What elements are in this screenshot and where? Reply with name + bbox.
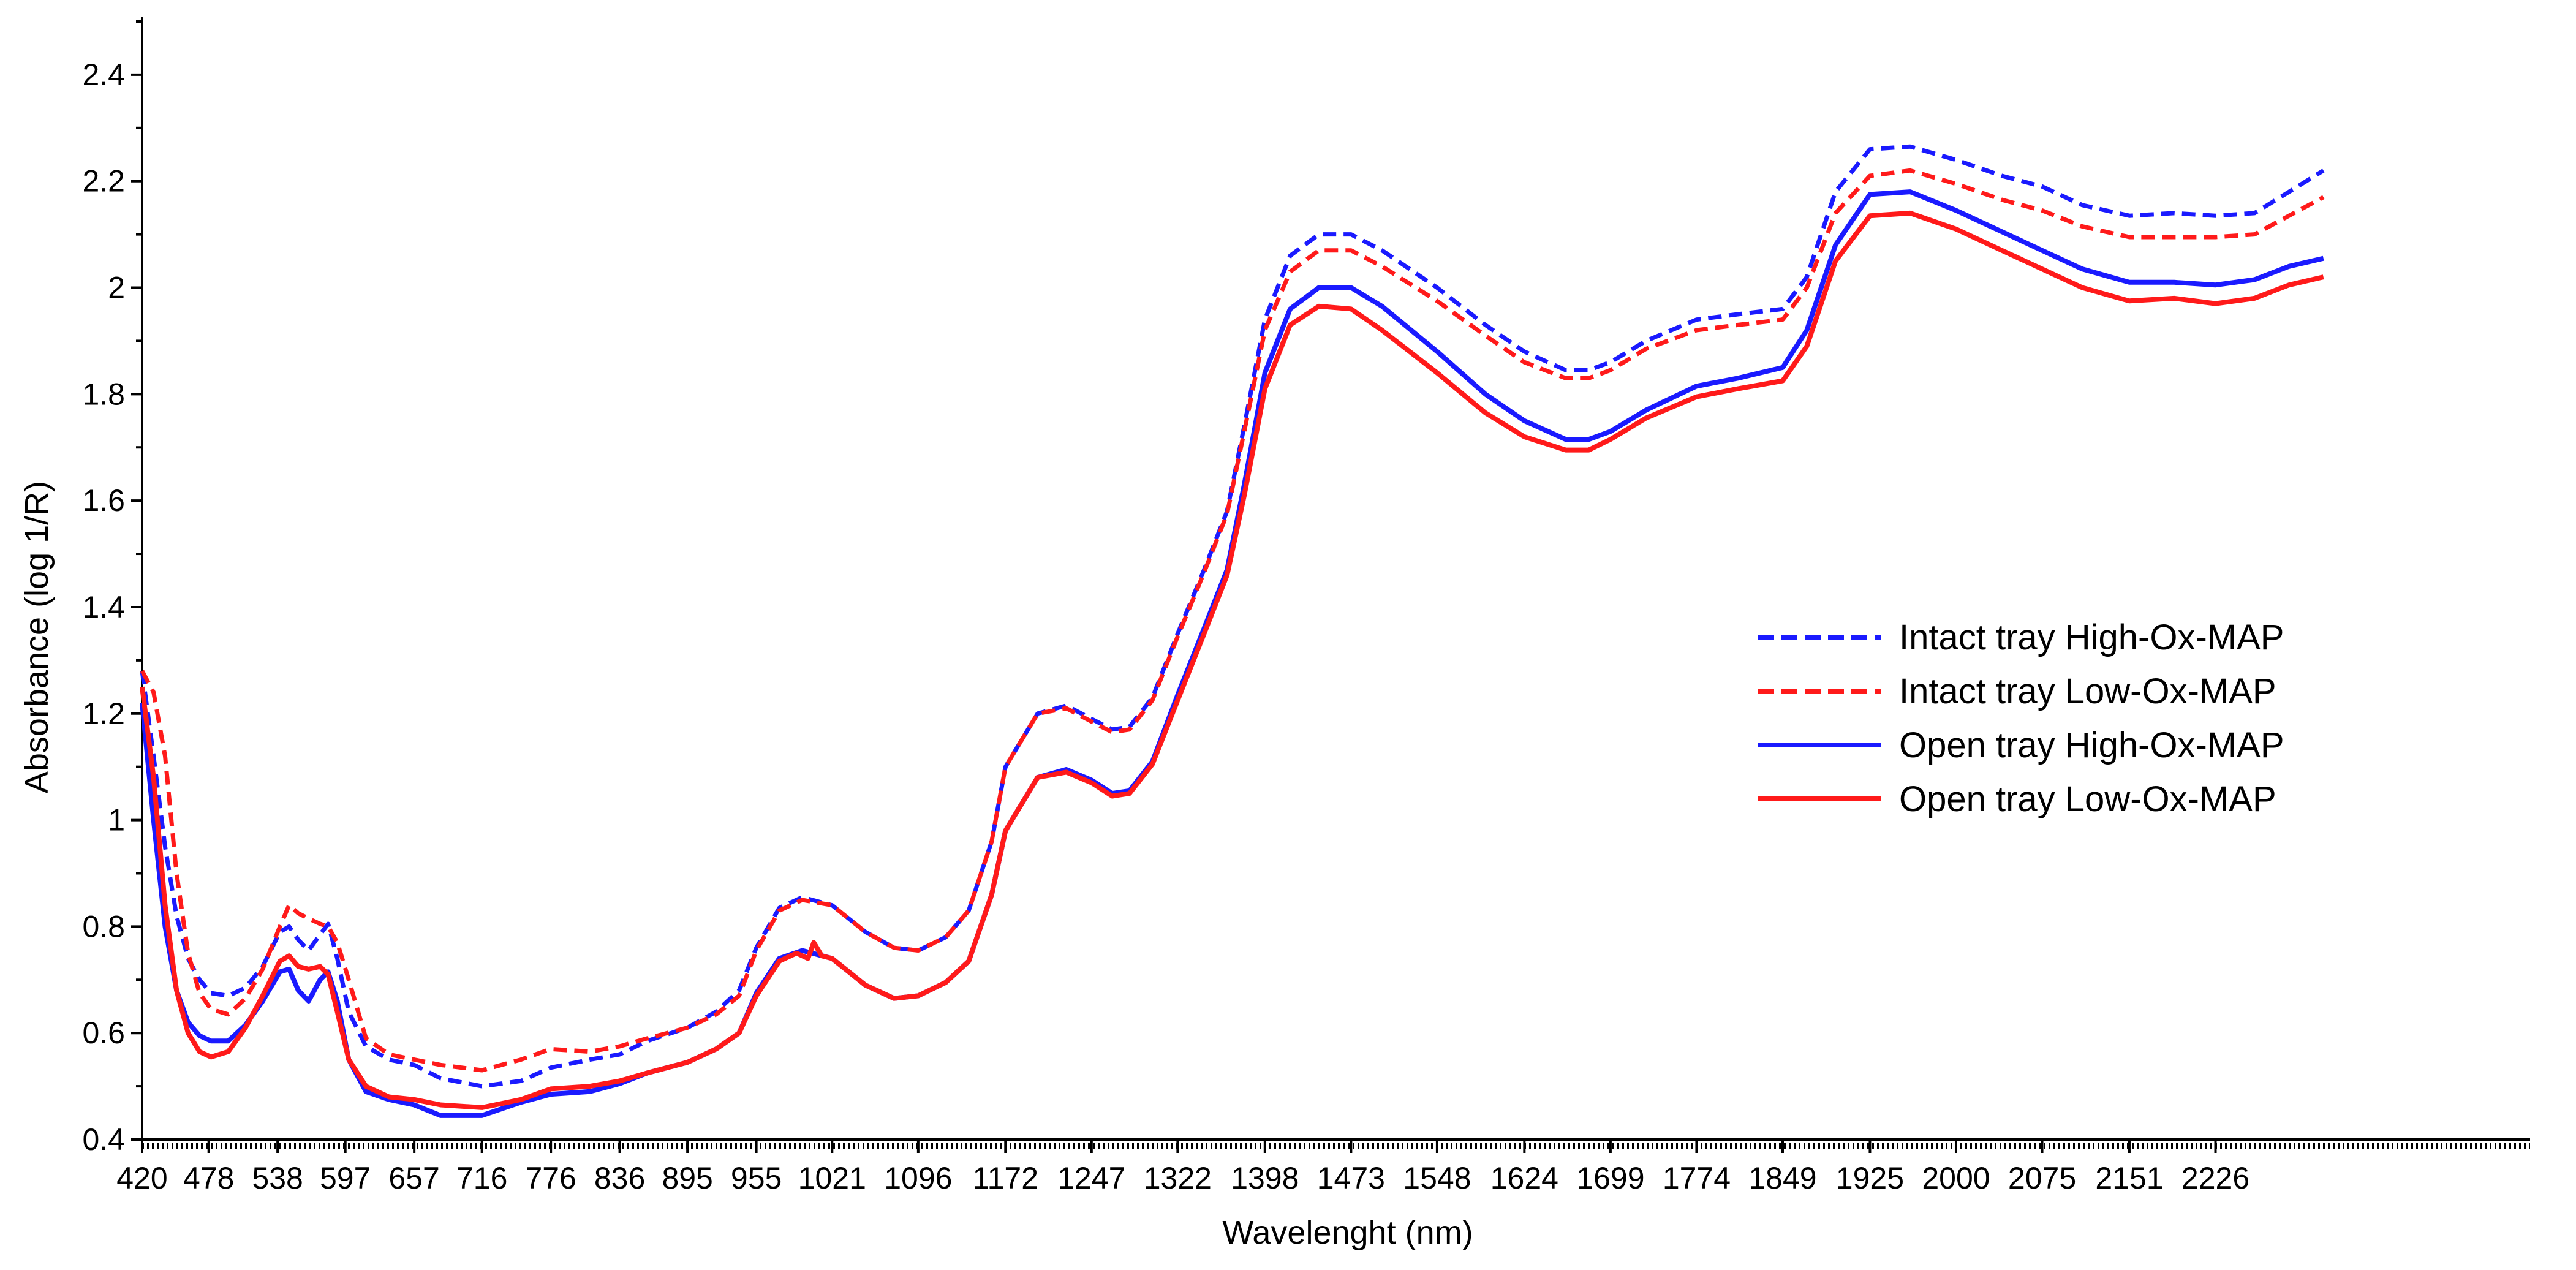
y-tick-label: 2.4 — [82, 58, 125, 92]
x-tick-label: 1096 — [884, 1161, 952, 1195]
y-tick-label: 1 — [108, 803, 125, 837]
y-tick-label: 1.8 — [82, 377, 125, 411]
x-tick-label: 657 — [388, 1161, 439, 1195]
x-tick-label: 1774 — [1663, 1161, 1731, 1195]
legend-label-2: Intact tray Low-Ox-MAP — [1899, 671, 2276, 711]
y-tick-label: 0.4 — [82, 1122, 125, 1157]
x-tick-label: 478 — [183, 1161, 234, 1195]
x-tick-label: 1322 — [1144, 1161, 1212, 1195]
x-tick-label: 1172 — [973, 1161, 1039, 1195]
legend-label-1: Intact tray High-Ox-MAP — [1899, 618, 2284, 657]
series-line-1 — [140, 144, 2325, 1089]
legend-label-3: Open tray High-Ox-MAP — [1899, 725, 2284, 765]
y-tick-label: 2 — [108, 271, 125, 305]
x-tick-label: 1699 — [1576, 1161, 1644, 1195]
x-tick-label: 1247 — [1057, 1161, 1125, 1195]
x-tick-label: 1398 — [1231, 1161, 1299, 1195]
y-tick-label: 0.6 — [82, 1016, 125, 1050]
legend: Intact tray High-Ox-MAP Intact tray Low-O… — [1758, 618, 2284, 819]
series-line-2 — [140, 168, 2325, 1073]
x-tick-label: 1925 — [1836, 1161, 1904, 1195]
y-tick-label: 1.2 — [82, 697, 125, 731]
axes-layer: 0.4 0.6 0.8 1 1.2 1.4 1.6 1.8 2 2.2 2.4 420 478 538 59… — [82, 17, 2530, 1195]
x-tick-label: 2226 — [2181, 1161, 2249, 1195]
x-tick-label: 2151 — [2095, 1161, 2163, 1195]
y-tick-label: 1.6 — [82, 483, 125, 518]
x-tick-label: 1624 — [1490, 1161, 1558, 1195]
x-tick-label: 895 — [662, 1161, 712, 1195]
x-tick-label: 716 — [456, 1161, 507, 1195]
x-tick-label: 597 — [320, 1161, 371, 1195]
series-line-4 — [140, 210, 2324, 1110]
legend-label-4: Open tray Low-Ox-MAP — [1899, 779, 2276, 819]
x-tick-label: 2000 — [1922, 1161, 1990, 1195]
series-layer — [140, 144, 2325, 1118]
x-tick-label: 776 — [525, 1161, 576, 1195]
x-tick-label: 420 — [116, 1161, 167, 1195]
y-axis-title: Absorbance (log 1/R) — [18, 481, 55, 793]
y-tick-label: 1.4 — [82, 590, 125, 624]
x-tick-label: 1548 — [1403, 1161, 1471, 1195]
x-axis-title: Wavelenght (nm) — [1222, 1214, 1473, 1251]
x-tick-label: 538 — [252, 1161, 303, 1195]
x-tick-label: 1849 — [1748, 1161, 1816, 1195]
x-tick-label: 1473 — [1317, 1161, 1385, 1195]
x-tick-label: 2075 — [2008, 1161, 2076, 1195]
x-tick-label: 836 — [594, 1161, 645, 1195]
x-tick-label: 1021 — [798, 1161, 866, 1195]
y-tick-label: 2.2 — [82, 164, 125, 198]
x-tick-label: 955 — [731, 1161, 782, 1195]
y-tick-label: 0.8 — [82, 909, 125, 943]
